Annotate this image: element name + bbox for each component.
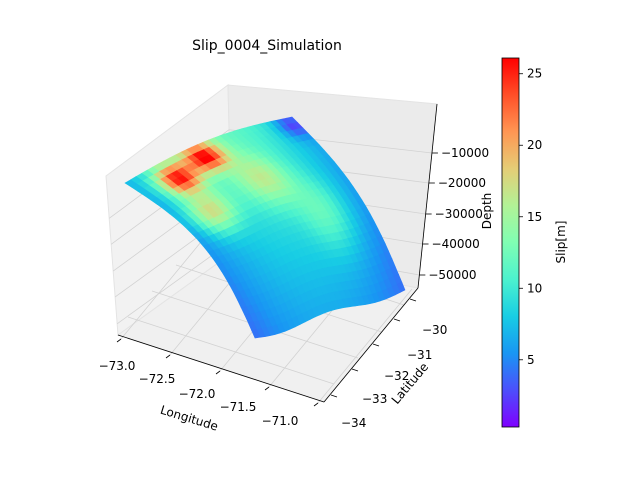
y-tick-label: −33 bbox=[362, 392, 387, 406]
y-tick-label: −31 bbox=[407, 348, 432, 362]
grid-line bbox=[127, 316, 335, 385]
y-ticks: −30 −31 −32 −33 −34 bbox=[330, 298, 447, 430]
x-tick-label: −72.0 bbox=[179, 387, 216, 401]
z-tick-label: −20000 bbox=[438, 176, 486, 190]
y-tick-label: −34 bbox=[341, 416, 366, 430]
x-tick-label: −71.5 bbox=[220, 400, 257, 414]
y-tick bbox=[330, 394, 338, 398]
y-tick bbox=[351, 368, 359, 372]
x-tick bbox=[165, 354, 171, 359]
y-tick-label: −32 bbox=[384, 369, 409, 383]
colorbar-tick-label: 20 bbox=[527, 138, 542, 152]
colorbar-ticks: 25 20 15 10 5 bbox=[519, 67, 542, 367]
z-tick-label: −40000 bbox=[432, 237, 480, 251]
x-tick bbox=[313, 402, 319, 407]
z-axis-line bbox=[417, 103, 438, 289]
z-ticks: −10000 −20000 −30000 −40000 −50000 bbox=[419, 146, 489, 282]
z-tick-label: −30000 bbox=[435, 207, 483, 221]
y-tick bbox=[393, 318, 401, 322]
axis-edges bbox=[117, 103, 438, 403]
z-axis-label: Depth bbox=[480, 193, 494, 230]
y-tick bbox=[409, 298, 417, 302]
z-tick-label: −10000 bbox=[441, 146, 489, 160]
z-tick-label: −50000 bbox=[428, 268, 476, 282]
colorbar-tick-label: 5 bbox=[527, 353, 535, 367]
slip-surface bbox=[124, 116, 406, 339]
colorbar-label: Slip[m] bbox=[554, 221, 568, 264]
y-axis-label: Latitude bbox=[389, 360, 431, 407]
surface-patch bbox=[251, 329, 261, 339]
x-tick-label: −73.0 bbox=[99, 359, 136, 373]
y-tick bbox=[372, 343, 380, 347]
y-axis-line bbox=[323, 287, 419, 403]
x-tick-label: −72.5 bbox=[139, 372, 176, 386]
x-axis-label: Longitude bbox=[159, 403, 220, 434]
x-tick-label: −71.0 bbox=[262, 414, 299, 428]
x-tick bbox=[215, 370, 221, 375]
x-tick bbox=[264, 386, 270, 391]
colorbar-tick-label: 25 bbox=[527, 67, 542, 81]
colorbar-tick-label: 15 bbox=[527, 210, 542, 224]
colorbar bbox=[501, 57, 520, 428]
colorbar-tick-label: 10 bbox=[527, 281, 542, 295]
x-tick bbox=[116, 338, 122, 343]
y-tick-label: −30 bbox=[422, 323, 447, 337]
x-axis-line bbox=[117, 334, 325, 403]
x-ticks: −73.0−72.5−72.0 −71.5 −71.0 bbox=[99, 338, 319, 428]
chart-title: Slip_0004_Simulation bbox=[192, 38, 342, 54]
